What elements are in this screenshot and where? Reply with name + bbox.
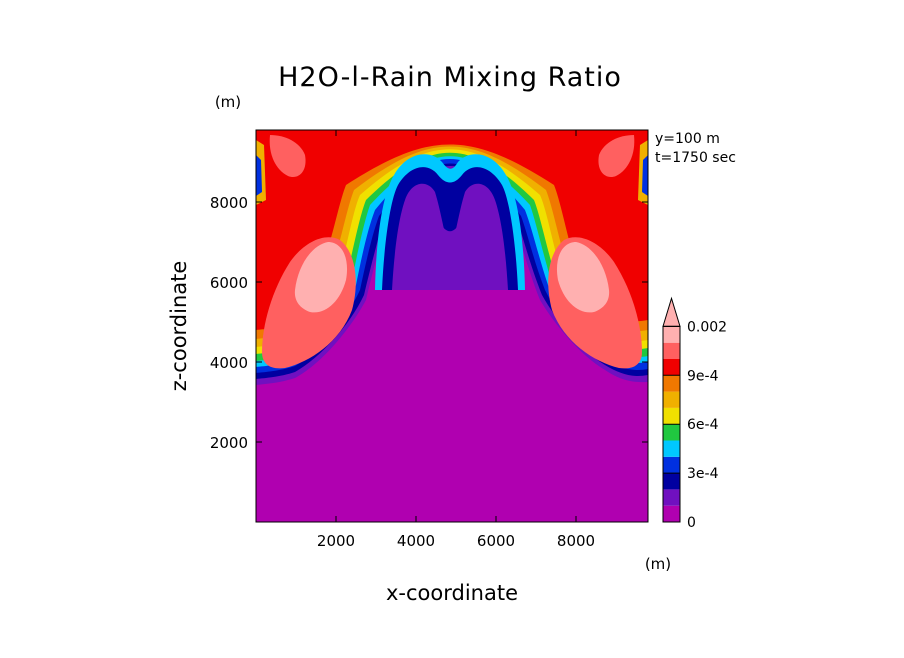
contour-inner-purple — [440, 220, 460, 275]
x-axis-label: x-coordinate — [386, 581, 518, 605]
plot-frame — [255, 129, 649, 523]
colorbar-label: 3e-4 — [687, 466, 719, 482]
colorbar-swatch — [663, 456, 680, 474]
x-tick-label: 6000 — [477, 532, 515, 550]
colorbar-swatch — [663, 424, 680, 441]
colorbar-label: 0.002 — [687, 319, 727, 335]
contour-corner-right — [598, 135, 635, 178]
y-tick-label: 4000 — [210, 354, 248, 372]
colorbar-swatch — [663, 473, 680, 490]
colorbar-swatch — [663, 505, 680, 522]
contour-left-lobe-2 — [294, 242, 348, 313]
x-tick-label: 8000 — [557, 532, 595, 550]
info-y: y=100 m — [655, 131, 720, 147]
y-tick-label: 2000 — [210, 434, 248, 452]
x-axis-unit: (m) — [645, 555, 671, 573]
plot-area: 2000 4000 6000 8000 2000 4000 6000 8000 — [210, 129, 649, 550]
contour-corner-left — [269, 135, 306, 178]
contour-inner-level-3 — [392, 183, 508, 290]
contour-right-lobe-2 — [556, 242, 610, 313]
x-axis-ticks: 2000 4000 6000 8000 — [317, 130, 595, 550]
colorbar: 0 3e-4 6e-4 9e-4 0.002 — [662, 296, 727, 531]
x-tick-label: 4000 — [397, 532, 435, 550]
colorbar-swatch — [663, 326, 680, 343]
colorbar-swatch — [663, 440, 680, 457]
colorbar-extend-arrow — [662, 296, 681, 327]
chart-title: H2O-l-Rain Mixing Ratio — [278, 62, 622, 93]
edge-left-inner — [256, 155, 262, 196]
colorbar-label: 0 — [687, 515, 696, 531]
y-axis-unit: (m) — [215, 93, 241, 111]
colorbar-label: 9e-4 — [687, 368, 719, 384]
edge-right-inner — [642, 155, 648, 196]
colorbar-swatch — [663, 489, 680, 506]
info-t: t=1750 sec — [655, 150, 736, 166]
y-axis-label: z-coordinate — [167, 261, 191, 392]
colorbar-swatch — [663, 342, 680, 359]
y-tick-label: 6000 — [210, 274, 248, 292]
colorbar-swatch — [663, 407, 680, 425]
colorbar-swatch — [663, 359, 680, 376]
contour-level-9 — [256, 130, 648, 330]
y-axis-ticks: 2000 4000 6000 8000 — [210, 194, 648, 452]
colorbar-label: 6e-4 — [687, 417, 719, 433]
x-tick-label: 2000 — [317, 532, 355, 550]
y-tick-label: 8000 — [210, 194, 248, 212]
colorbar-swatch — [663, 391, 680, 408]
colorbar-swatch — [663, 375, 680, 392]
